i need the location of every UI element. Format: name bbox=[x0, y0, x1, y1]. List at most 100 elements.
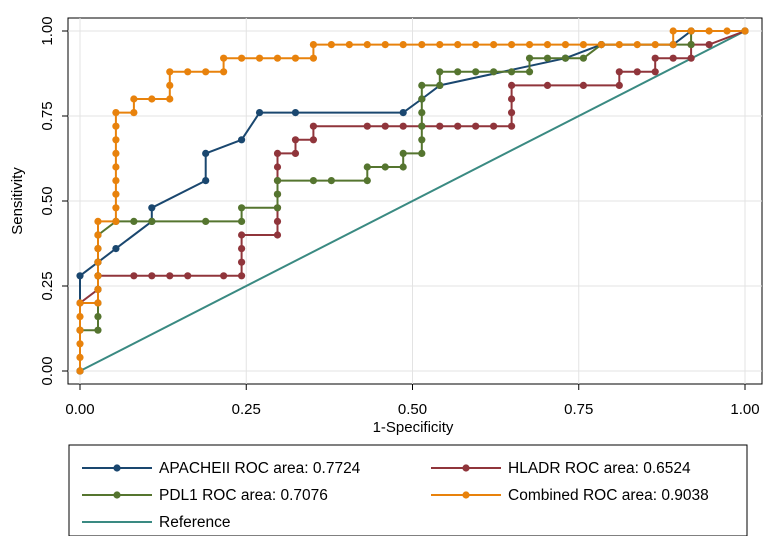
legend-label: APACHEII ROC area: 0.7724 bbox=[159, 460, 361, 477]
combined-point bbox=[76, 367, 84, 375]
combined-point bbox=[76, 299, 84, 307]
pdl1-point bbox=[418, 149, 426, 157]
apacheii-point bbox=[148, 204, 156, 212]
combined-point bbox=[525, 41, 534, 49]
pdl1-point bbox=[363, 163, 371, 171]
pdl1-point bbox=[237, 204, 246, 212]
hladr-point bbox=[148, 272, 156, 280]
combined-point bbox=[130, 95, 138, 103]
combined-point bbox=[507, 41, 516, 49]
x-axis-label: 1-Specificity bbox=[373, 419, 454, 436]
axes: 0.00 0.25 0.50 0.75 1.00 0.00 0.25 0.50 0.75 1.00 bbox=[39, 16, 760, 418]
legend-swatch-marker bbox=[462, 491, 470, 499]
x-tick-label: 1.00 bbox=[730, 401, 759, 418]
combined-point bbox=[184, 68, 192, 76]
combined-point bbox=[651, 41, 659, 49]
legend-swatch-marker bbox=[462, 464, 470, 472]
pdl1-point bbox=[525, 54, 534, 62]
combined-point bbox=[597, 41, 605, 49]
combined-point bbox=[112, 163, 120, 171]
hladr-point bbox=[651, 68, 659, 76]
hladr-point bbox=[579, 81, 588, 89]
combined-point bbox=[112, 136, 120, 144]
combined-point bbox=[94, 231, 102, 239]
combined-point bbox=[76, 340, 84, 348]
combined-point bbox=[166, 81, 174, 89]
hladr-point bbox=[363, 122, 371, 130]
pdl1-point bbox=[472, 68, 480, 76]
pdl1-point bbox=[94, 326, 102, 334]
legend-item-reference: Reference bbox=[82, 514, 231, 531]
combined-point bbox=[94, 299, 102, 307]
combined-point bbox=[669, 27, 677, 35]
hladr-point bbox=[291, 136, 300, 144]
combined-point bbox=[112, 204, 120, 212]
hladr-point bbox=[130, 272, 138, 280]
combined-point bbox=[94, 258, 102, 266]
hladr-point bbox=[436, 122, 444, 130]
combined-point bbox=[490, 41, 498, 49]
combined-point bbox=[579, 41, 588, 49]
combined-point bbox=[309, 41, 318, 49]
pdl1-point bbox=[418, 136, 426, 144]
hladr-point bbox=[381, 122, 389, 130]
combined-point bbox=[472, 41, 480, 49]
pdl1-point bbox=[454, 68, 462, 76]
hladr-point bbox=[309, 122, 318, 130]
pdl1-point bbox=[525, 68, 534, 76]
hladr-point bbox=[705, 41, 713, 49]
apacheii-point bbox=[112, 245, 120, 253]
hladr-point bbox=[399, 122, 407, 130]
x-tick-label: 0.75 bbox=[564, 401, 593, 418]
legend-label: Combined ROC area: 0.9038 bbox=[508, 487, 709, 504]
apacheii-point bbox=[237, 136, 246, 144]
hladr-point bbox=[220, 272, 228, 280]
y-axis-label: Sensitivity bbox=[9, 167, 26, 235]
combined-point bbox=[112, 190, 120, 198]
combined-point bbox=[705, 27, 713, 35]
hladr-point bbox=[237, 258, 246, 266]
apacheii-point bbox=[202, 177, 210, 185]
legend-item-apacheii: APACHEII ROC area: 0.7724 bbox=[82, 460, 361, 477]
hladr-point bbox=[273, 217, 282, 225]
hladr-point bbox=[507, 95, 516, 103]
pdl1-point bbox=[237, 217, 246, 225]
combined-point bbox=[723, 27, 731, 35]
pdl1-point bbox=[399, 163, 407, 171]
y-tick-label: 1.00 bbox=[39, 16, 56, 45]
hladr-point bbox=[507, 109, 516, 117]
combined-point bbox=[633, 41, 641, 49]
x-tick-label: 0.25 bbox=[232, 401, 261, 418]
pdl1-point bbox=[399, 149, 407, 157]
combined-point bbox=[436, 41, 444, 49]
pdl1-point bbox=[687, 41, 695, 49]
pdl1-point bbox=[363, 177, 371, 185]
combined-point bbox=[94, 272, 102, 280]
pdl1-point bbox=[561, 54, 570, 62]
apacheii-point bbox=[76, 272, 84, 280]
legend-label: Reference bbox=[159, 514, 231, 531]
combined-point bbox=[220, 54, 228, 62]
combined-point bbox=[273, 54, 282, 62]
hladr-point bbox=[454, 122, 462, 130]
pdl1-point bbox=[436, 68, 444, 76]
hladr-point bbox=[490, 122, 498, 130]
combined-point bbox=[202, 68, 210, 76]
legend-label: PDL1 ROC area: 0.7076 bbox=[159, 487, 328, 504]
combined-point bbox=[112, 149, 120, 157]
pdl1-point bbox=[418, 109, 426, 117]
y-tick-label: 0.75 bbox=[39, 101, 56, 130]
hladr-point bbox=[651, 54, 659, 62]
combined-point bbox=[615, 41, 623, 49]
hladr-point bbox=[237, 272, 246, 280]
combined-point bbox=[76, 353, 84, 361]
pdl1-point bbox=[202, 217, 210, 225]
pdl1-point bbox=[148, 217, 156, 225]
pdl1-point bbox=[579, 54, 588, 62]
combined-point bbox=[687, 27, 695, 35]
pdl1-point bbox=[273, 204, 282, 212]
hladr-point bbox=[166, 272, 174, 280]
pdl1-point bbox=[418, 95, 426, 103]
pdl1-point bbox=[543, 54, 552, 62]
